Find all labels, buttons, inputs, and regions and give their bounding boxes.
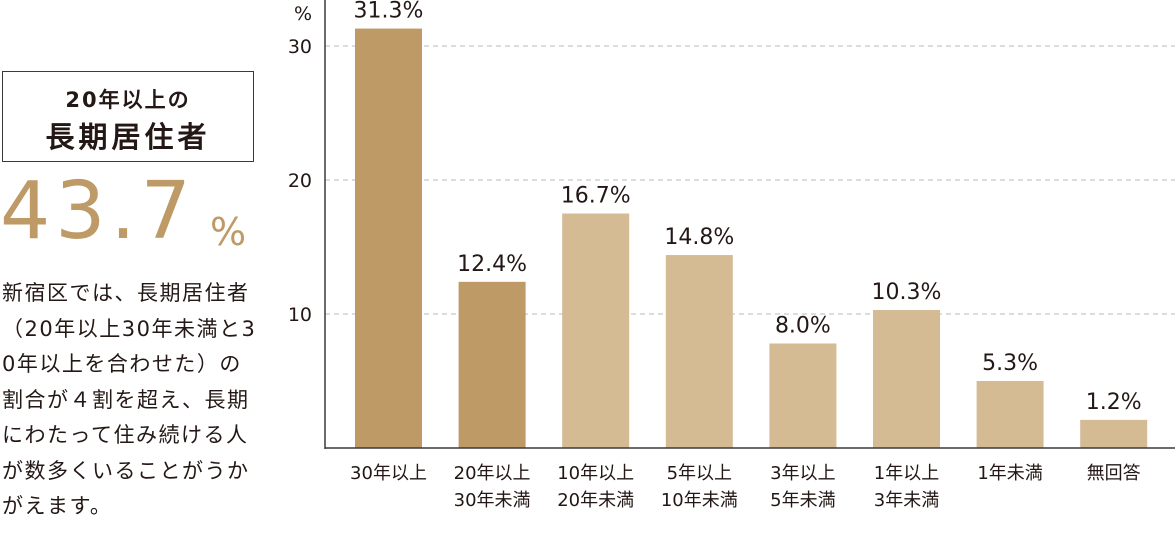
data-label: 5.3% bbox=[982, 351, 1038, 376]
data-label: 16.7% bbox=[561, 184, 631, 209]
bar bbox=[665, 255, 733, 448]
y-tick-label: 30 bbox=[288, 36, 312, 58]
category-label: 30年以上 bbox=[350, 463, 427, 484]
category-label: 無回答 bbox=[1087, 463, 1141, 484]
y-tick-label: 10 bbox=[288, 304, 312, 326]
bar bbox=[873, 309, 940, 448]
category-label: 5年未満 bbox=[770, 490, 835, 511]
data-label: 10.3% bbox=[872, 280, 942, 305]
data-label: 8.0% bbox=[775, 313, 831, 338]
category-label: 30年未満 bbox=[454, 490, 531, 511]
highlight-description: 新宿区では、長期居住者（20年以上30年未満と30年以上を合わせた）の割合が４割… bbox=[2, 281, 257, 518]
highlight-title-line2: 長期居住者 bbox=[45, 120, 211, 154]
category-label: 3年以上 bbox=[770, 463, 835, 484]
data-label: 31.3% bbox=[354, 0, 424, 24]
category-label: 3年未満 bbox=[874, 490, 939, 511]
category-label: 20年以上 bbox=[454, 463, 531, 484]
y-axis-unit: % bbox=[294, 3, 312, 25]
data-label: 14.8% bbox=[664, 225, 734, 250]
category-label: 10年以上 bbox=[557, 463, 634, 484]
highlight-value: 43.7 bbox=[0, 165, 196, 257]
bar bbox=[1080, 419, 1148, 448]
bar bbox=[355, 28, 422, 449]
data-label: 12.4% bbox=[457, 252, 527, 277]
category-label: 10年未満 bbox=[661, 490, 738, 511]
bar bbox=[458, 281, 526, 448]
category-label: 5年以上 bbox=[667, 463, 732, 484]
bar bbox=[562, 213, 630, 448]
highlight-title-line1: 20年以上の bbox=[65, 88, 191, 112]
category-label: 1年未満 bbox=[977, 463, 1042, 484]
highlight-unit: % bbox=[210, 210, 247, 254]
data-label: 1.2% bbox=[1086, 390, 1142, 415]
category-label: 1年以上 bbox=[874, 463, 939, 484]
y-tick-label: 20 bbox=[288, 170, 312, 192]
bar bbox=[976, 381, 1044, 448]
category-label: 20年未満 bbox=[557, 490, 634, 511]
highlight-label-box: 20年以上の 長期居住者 bbox=[2, 71, 254, 162]
bar bbox=[769, 343, 837, 448]
